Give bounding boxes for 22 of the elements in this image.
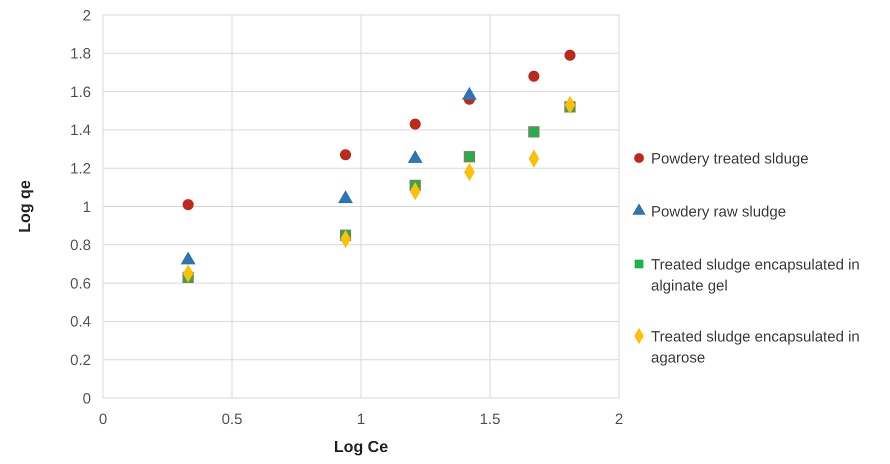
x-tick-label: 0: [98, 411, 108, 428]
y-tick-label: 1.4: [70, 122, 91, 140]
x-tick-label: 1: [356, 411, 366, 428]
y-tick-label: 1.6: [70, 84, 91, 101]
x-tick-label: 2: [614, 411, 624, 428]
x-tick-label: 1.5: [480, 411, 500, 428]
y-tick-label: 1: [82, 198, 91, 216]
y-tick-label: 0.6: [70, 275, 91, 292]
y-tick-label: 0.4: [70, 314, 91, 331]
y-tick-label: 1.8: [70, 46, 91, 63]
x-axis-title: Log Ce: [334, 439, 388, 456]
y-tick-label: 1.2: [70, 160, 91, 178]
y-axis-title: Log qe: [17, 180, 34, 233]
legend-label: Powdery raw sludge: [651, 203, 786, 220]
y-tick-label: 0: [82, 390, 91, 408]
x-tick-label: 0.5: [222, 411, 242, 428]
legend-label: Powdery treated slduge: [651, 150, 809, 168]
legend-label: Treated sludge encapsulated in alginate gel: [651, 256, 860, 294]
y-tick-label: 0.8: [70, 237, 91, 254]
legend-label: Treated sludge encapsulated in agarose: [651, 328, 860, 366]
y-tick-label: 0.2: [70, 352, 91, 369]
y-tick-label: 2: [82, 7, 91, 24]
